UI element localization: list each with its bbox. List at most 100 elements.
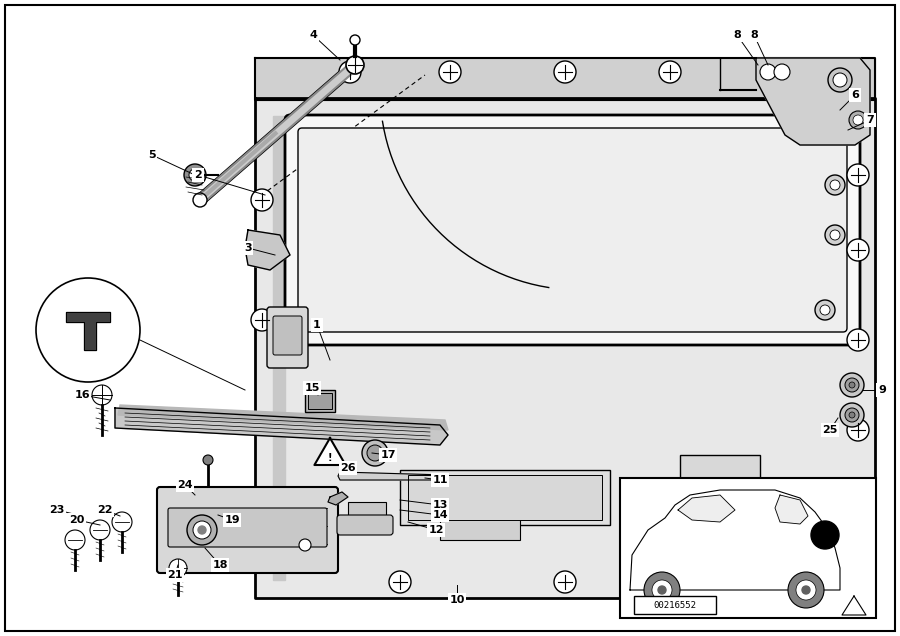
Circle shape: [299, 539, 311, 551]
Bar: [348, 502, 386, 516]
Circle shape: [90, 520, 110, 540]
Circle shape: [796, 580, 816, 600]
Bar: [634, 596, 716, 614]
Circle shape: [554, 571, 576, 593]
Text: 5: 5: [148, 150, 156, 160]
Text: 8: 8: [750, 30, 758, 40]
FancyBboxPatch shape: [273, 316, 302, 355]
Text: 25: 25: [823, 425, 838, 435]
Circle shape: [849, 111, 867, 129]
Text: 1: 1: [313, 320, 321, 330]
Circle shape: [184, 164, 206, 186]
Circle shape: [845, 378, 859, 392]
Polygon shape: [118, 405, 448, 430]
FancyBboxPatch shape: [168, 508, 327, 547]
Polygon shape: [678, 495, 735, 522]
Circle shape: [840, 403, 864, 427]
Circle shape: [820, 305, 830, 315]
Circle shape: [554, 61, 576, 83]
Text: 12: 12: [428, 525, 444, 535]
Polygon shape: [314, 438, 346, 465]
Text: 19: 19: [224, 515, 239, 525]
Circle shape: [362, 440, 388, 466]
Text: 22: 22: [97, 505, 112, 515]
Circle shape: [658, 586, 666, 594]
Circle shape: [847, 239, 869, 261]
Circle shape: [828, 68, 852, 92]
Circle shape: [847, 419, 869, 441]
Polygon shape: [255, 58, 875, 100]
Circle shape: [198, 526, 206, 534]
Circle shape: [189, 169, 201, 181]
Text: 8: 8: [734, 30, 741, 40]
Polygon shape: [338, 472, 448, 480]
Circle shape: [203, 455, 213, 465]
Circle shape: [830, 180, 840, 190]
Circle shape: [187, 515, 217, 545]
Circle shape: [169, 559, 187, 577]
Circle shape: [36, 278, 140, 382]
Text: 11: 11: [432, 475, 448, 485]
FancyBboxPatch shape: [157, 487, 338, 573]
Circle shape: [349, 59, 361, 71]
Circle shape: [112, 512, 132, 532]
Circle shape: [251, 309, 273, 331]
Polygon shape: [273, 116, 285, 580]
Text: 16: 16: [74, 390, 90, 400]
FancyBboxPatch shape: [298, 128, 847, 332]
Circle shape: [65, 530, 85, 550]
Text: 4: 4: [309, 30, 317, 40]
Circle shape: [764, 61, 786, 83]
Circle shape: [439, 61, 461, 83]
Circle shape: [339, 61, 361, 83]
Circle shape: [825, 175, 845, 195]
Text: 23: 23: [50, 505, 65, 515]
Circle shape: [840, 373, 864, 397]
Bar: [620, 478, 876, 618]
Circle shape: [849, 412, 855, 418]
Bar: [308, 393, 332, 409]
Polygon shape: [115, 408, 448, 445]
Bar: [408, 475, 602, 520]
Text: 3: 3: [244, 243, 252, 253]
Text: 14: 14: [432, 510, 448, 520]
Circle shape: [652, 580, 672, 600]
Bar: [440, 510, 520, 540]
Text: 7: 7: [866, 115, 874, 125]
Text: 10: 10: [449, 595, 464, 605]
Circle shape: [659, 61, 681, 83]
FancyBboxPatch shape: [285, 115, 860, 345]
Circle shape: [815, 300, 835, 320]
Text: 15: 15: [304, 383, 320, 393]
Circle shape: [350, 35, 360, 45]
Text: 9: 9: [878, 385, 886, 395]
Circle shape: [853, 115, 863, 125]
Polygon shape: [756, 58, 870, 145]
Text: 00216552: 00216552: [653, 600, 697, 609]
Circle shape: [709, 571, 731, 593]
Circle shape: [847, 164, 869, 186]
Circle shape: [367, 445, 383, 461]
Bar: [680, 455, 760, 505]
Circle shape: [849, 382, 855, 388]
Text: 26: 26: [340, 463, 356, 473]
Polygon shape: [66, 312, 110, 350]
Text: 6: 6: [851, 90, 859, 100]
FancyBboxPatch shape: [337, 515, 393, 535]
Circle shape: [92, 385, 112, 405]
Text: 13: 13: [432, 500, 447, 510]
Text: 17: 17: [380, 450, 396, 460]
Text: 24: 24: [177, 480, 193, 490]
Circle shape: [845, 408, 859, 422]
Bar: [400, 470, 610, 525]
Polygon shape: [775, 495, 808, 524]
Circle shape: [847, 329, 869, 351]
Circle shape: [788, 572, 824, 608]
Circle shape: [760, 64, 776, 80]
Text: 20: 20: [69, 515, 85, 525]
FancyBboxPatch shape: [267, 307, 308, 368]
Circle shape: [193, 193, 207, 207]
Circle shape: [644, 572, 680, 608]
Circle shape: [389, 571, 411, 593]
Polygon shape: [245, 230, 290, 270]
